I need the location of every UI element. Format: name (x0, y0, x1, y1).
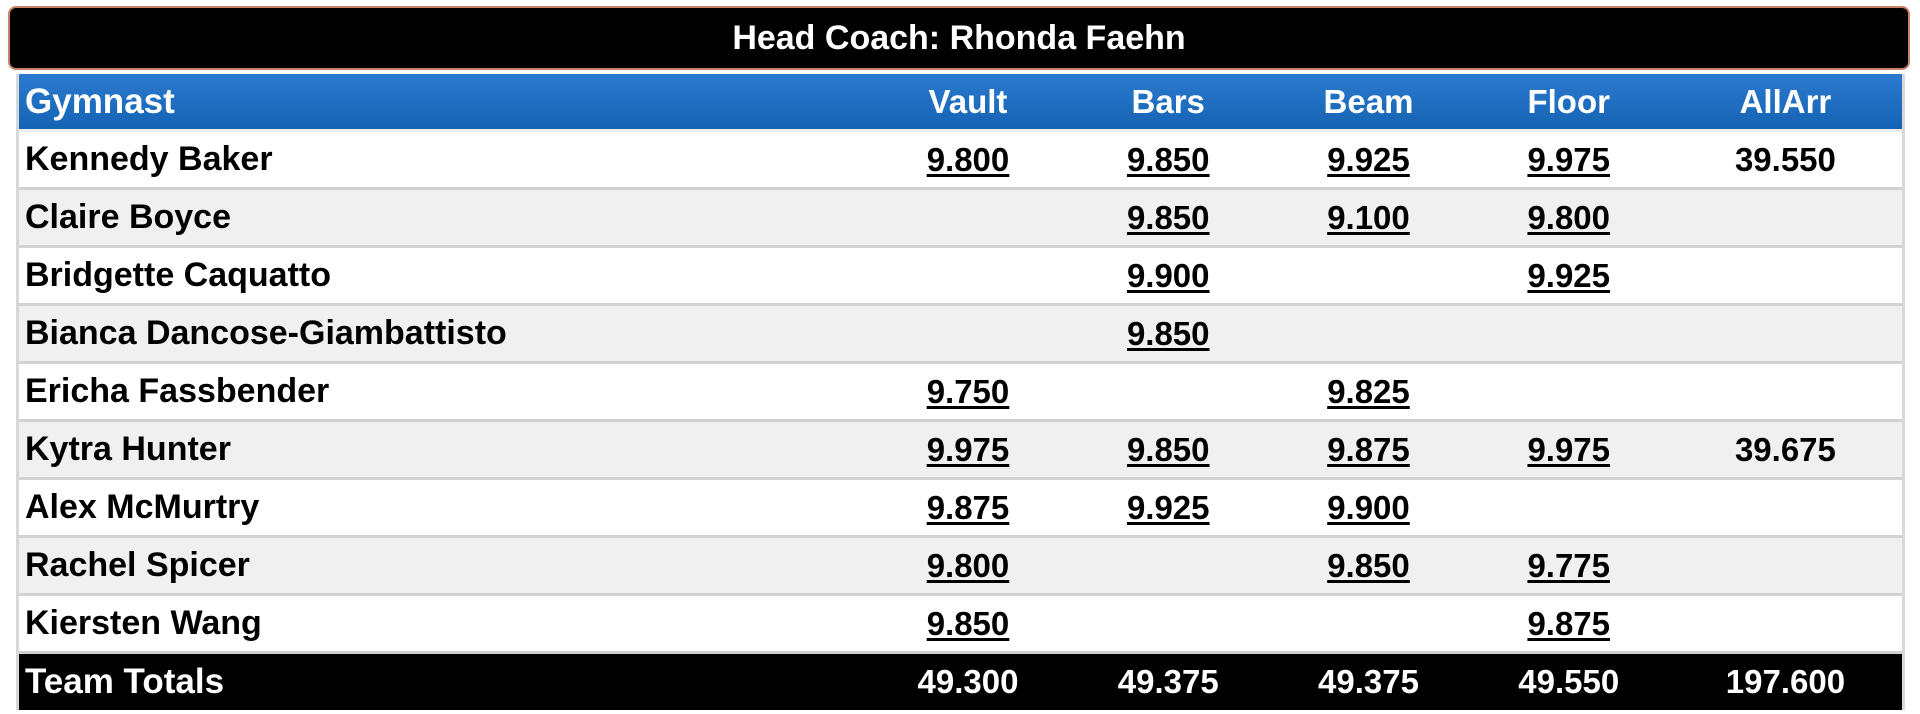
gymnast-name: Kiersten Wang (25, 604, 262, 642)
total-allarr: 197.600 (1725, 663, 1846, 700)
vault-score-link[interactable]: 9.875 (926, 488, 1010, 526)
table-row: Kennedy Baker 9.800 9.850 9.925 9.975 39.550 (19, 132, 1902, 190)
bars-score-cell: 9.850 (1068, 315, 1268, 353)
vault-score-cell: 9.800 (868, 141, 1068, 179)
beam-score-link[interactable]: 9.825 (1327, 372, 1410, 410)
column-header-gymnast: Gymnast (25, 81, 175, 121)
allarr-score: 39.675 (1734, 430, 1836, 468)
floor-score-link[interactable]: 9.975 (1527, 430, 1611, 468)
bars-score-cell: 9.850 (1068, 431, 1268, 469)
beam-score-link[interactable]: 9.925 (1327, 140, 1410, 178)
vault-score-link[interactable]: 9.850 (926, 604, 1010, 642)
floor-score-cell: 9.800 (1469, 199, 1669, 237)
floor-score-cell: 9.775 (1469, 547, 1669, 585)
gymnast-name: Rachel Spicer (25, 546, 250, 584)
floor-score-link[interactable]: 9.925 (1527, 256, 1611, 294)
gymnast-name: Ericha Fassbender (25, 372, 330, 410)
bars-score-link[interactable]: 9.900 (1126, 256, 1210, 294)
table-row: Bianca Dancose-Giambattisto 9.850 (19, 306, 1902, 364)
vault-score-cell: 9.850 (868, 605, 1068, 643)
bars-score-link[interactable]: 9.850 (1126, 314, 1210, 352)
gymnast-name: Kennedy Baker (25, 140, 273, 178)
bars-score-cell: 9.925 (1068, 489, 1268, 527)
vault-score-link[interactable]: 9.750 (926, 372, 1010, 410)
gymnast-name: Alex McMurtry (25, 488, 260, 526)
column-header-floor: Floor (1527, 82, 1610, 120)
beam-score-cell: 9.100 (1268, 199, 1468, 237)
beam-score-cell: 9.850 (1268, 547, 1468, 585)
gymnast-name: Claire Boyce (25, 198, 231, 236)
total-floor: 49.550 (1518, 663, 1620, 700)
bars-score-link[interactable]: 9.850 (1126, 140, 1210, 178)
floor-score-cell: 9.975 (1469, 431, 1669, 469)
vault-score-cell: 9.875 (868, 489, 1068, 527)
table-row: Ericha Fassbender 9.750 9.825 (19, 364, 1902, 422)
vault-score-cell: 9.975 (868, 431, 1068, 469)
bars-score-cell: 9.900 (1068, 257, 1268, 295)
head-coach-label: Head Coach: Rhonda Faehn (732, 18, 1186, 57)
floor-score-link[interactable]: 9.975 (1527, 140, 1611, 178)
allarr-score: 39.550 (1734, 140, 1836, 178)
table-row: Alex McMurtry 9.875 9.925 9.900 (19, 480, 1902, 538)
bars-score-link[interactable]: 9.925 (1126, 488, 1210, 526)
team-totals-label: Team Totals (25, 662, 225, 701)
beam-score-cell: 9.925 (1268, 141, 1468, 179)
floor-score-cell: 9.875 (1469, 605, 1669, 643)
vault-score-link[interactable]: 9.800 (926, 546, 1010, 584)
beam-score-link[interactable]: 9.100 (1327, 198, 1410, 236)
vault-score-link[interactable]: 9.800 (926, 140, 1010, 178)
beam-score-cell: 9.825 (1268, 373, 1468, 411)
vault-score-cell: 9.750 (868, 373, 1068, 411)
table-row: Kytra Hunter 9.975 9.850 9.875 9.975 39.675 (19, 422, 1902, 480)
column-header-beam: Beam (1323, 82, 1414, 120)
vault-score-link[interactable]: 9.975 (926, 430, 1010, 468)
total-beam: 49.375 (1318, 663, 1419, 700)
head-coach-banner: Head Coach: Rhonda Faehn (8, 6, 1910, 70)
floor-score-link[interactable]: 9.875 (1527, 604, 1611, 642)
bars-score-cell: 9.850 (1068, 141, 1268, 179)
total-vault: 49.300 (917, 663, 1019, 700)
table-row: Rachel Spicer 9.800 9.850 9.775 (19, 538, 1902, 596)
bars-score-link[interactable]: 9.850 (1126, 198, 1210, 236)
gymnast-name: Bridgette Caquatto (25, 256, 331, 294)
team-totals-row: Team Totals 49.300 49.375 49.375 49.550 … (19, 654, 1902, 710)
gymnast-name: Bianca Dancose-Giambattisto (25, 314, 507, 352)
beam-score-link[interactable]: 9.850 (1327, 546, 1410, 584)
table-body: Kennedy Baker 9.800 9.850 9.925 9.975 39.550 C… (19, 132, 1902, 654)
column-header-vault: Vault (928, 82, 1008, 120)
beam-score-link[interactable]: 9.875 (1327, 430, 1410, 468)
floor-score-link[interactable]: 9.800 (1527, 198, 1611, 236)
table-row: Claire Boyce 9.850 9.100 9.800 (19, 190, 1902, 248)
table-row: Bridgette Caquatto 9.900 9.925 (19, 248, 1902, 306)
floor-score-cell: 9.925 (1469, 257, 1669, 295)
total-bars: 49.375 (1117, 663, 1219, 700)
gymnast-name: Kytra Hunter (25, 430, 231, 468)
vault-score-cell: 9.800 (868, 547, 1068, 585)
beam-score-cell: 9.900 (1268, 489, 1468, 527)
beam-score-cell: 9.875 (1268, 431, 1468, 469)
column-header-allarr: AllArr (1739, 82, 1832, 120)
bars-score-link[interactable]: 9.850 (1126, 430, 1210, 468)
floor-score-cell: 9.975 (1469, 141, 1669, 179)
score-table: Gymnast Vault Bars Beam Floor AllArr Ken… (16, 74, 1905, 710)
bars-score-cell: 9.850 (1068, 199, 1268, 237)
column-header-bars: Bars (1131, 82, 1205, 120)
floor-score-link[interactable]: 9.775 (1527, 546, 1611, 584)
table-row: Kiersten Wang 9.850 9.875 (19, 596, 1902, 654)
table-header: Gymnast Vault Bars Beam Floor AllArr (19, 74, 1902, 132)
beam-score-link[interactable]: 9.900 (1327, 488, 1410, 526)
